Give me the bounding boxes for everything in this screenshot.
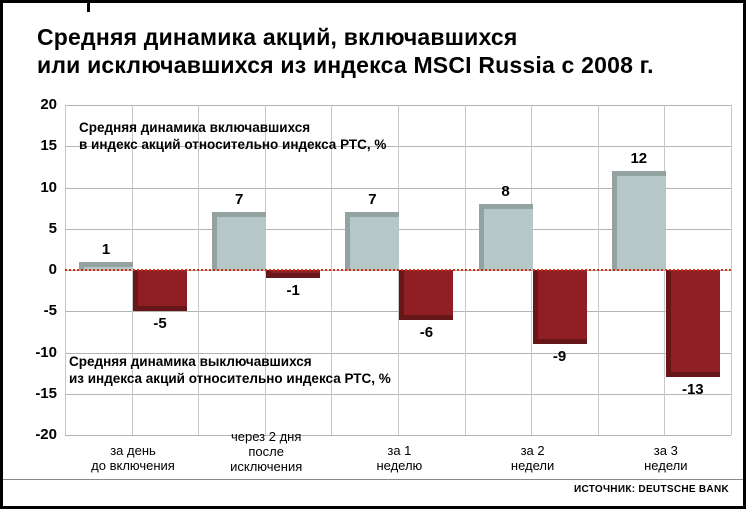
- bar-value-label: 12: [630, 150, 648, 167]
- footer-rule: [3, 479, 743, 480]
- bar-value-label: -5: [153, 315, 167, 333]
- bar-included: [212, 212, 267, 270]
- category-label-line: недели: [644, 458, 688, 473]
- bar-value-label: -13: [681, 381, 704, 399]
- x-axis: за день до включения через 2 дня после исклю…: [65, 429, 731, 499]
- y-axis-label: -5: [43, 302, 57, 320]
- category-label-line: исключения: [230, 459, 303, 474]
- y-axis-label: -15: [35, 384, 57, 402]
- chart-title-line1: Средняя динамика акций, включавшихся: [37, 24, 518, 50]
- chart-title: Средняя динамика акций, включавшихся или…: [37, 23, 654, 79]
- category-label: за 1 неделю: [376, 443, 422, 473]
- y-axis-label: -20: [35, 426, 57, 443]
- gridline-horizontal: [65, 435, 731, 436]
- bar-included: [345, 212, 400, 270]
- bar-value-label: -9: [552, 348, 567, 366]
- category-label-line: до включения: [91, 458, 175, 473]
- bar-excluded: [266, 270, 321, 279]
- bar-excluded: [399, 270, 454, 320]
- bar-value-label: -6: [419, 323, 434, 341]
- zero-line: [65, 269, 731, 271]
- source-credit: ИСТОЧНИК: DEUTSCHE BANK: [573, 484, 729, 495]
- annotation-included-line2: в индекс акций относительно индекса РТС,…: [79, 137, 387, 152]
- category-label: за день до включения: [91, 443, 175, 473]
- bar-included: [611, 171, 666, 270]
- category-label-line: недели: [510, 458, 555, 473]
- chart-title-line2: или исключавшихся из индекса MSCI Russia…: [37, 52, 654, 78]
- y-axis-label: 10: [40, 178, 57, 196]
- y-axis-label: 15: [40, 137, 57, 155]
- category-label-line: за день: [110, 443, 156, 458]
- bar-excluded: [532, 270, 587, 345]
- crop-mark: [87, 3, 90, 12]
- category-label-line: за 2: [520, 443, 545, 458]
- plot-area: 1 7 7 8 12 -5 -1 -6 -9 -13: [65, 105, 732, 436]
- y-axis-label: 0: [48, 261, 57, 278]
- gridline-vertical: [731, 105, 732, 435]
- bar-included: [478, 204, 533, 270]
- bar-value-label: 7: [235, 191, 244, 209]
- annotation-excluded-line2: из индекса акций относительно индекса РТ…: [69, 371, 391, 386]
- category-label-line: неделю: [376, 458, 423, 473]
- category-label-line: за 3: [653, 443, 678, 458]
- y-axis-label: 20: [40, 96, 57, 113]
- bar-value-label: 8: [501, 183, 510, 200]
- bar-value-label: -1: [286, 282, 300, 300]
- annotation-included-line1: Средняя динамика включавшихся: [79, 120, 311, 135]
- category-label-line: через 2 дня: [230, 429, 302, 444]
- category-label-line: после: [248, 444, 284, 459]
- annotation-excluded: Средняя динамика выключавшихся из индекс…: [69, 353, 391, 387]
- bar-excluded: [665, 270, 720, 378]
- bar-excluded: [133, 270, 187, 312]
- category-label-line: за 1: [387, 443, 412, 458]
- bar-value-label: 7: [368, 191, 377, 209]
- y-axis-label: -10: [35, 343, 57, 361]
- annotation-excluded-line1: Средняя динамика выключавшихся: [69, 354, 312, 369]
- bar-included: [79, 261, 133, 270]
- y-axis-label: 5: [48, 219, 57, 237]
- category-label: через 2 дня после исключения: [230, 429, 302, 474]
- bar-value-label: 1: [101, 240, 111, 258]
- category-label: за 2 недели: [511, 443, 554, 473]
- category-label: за 3 недели: [644, 443, 687, 473]
- annotation-included: Средняя динамика включавшихся в индекс а…: [79, 119, 386, 153]
